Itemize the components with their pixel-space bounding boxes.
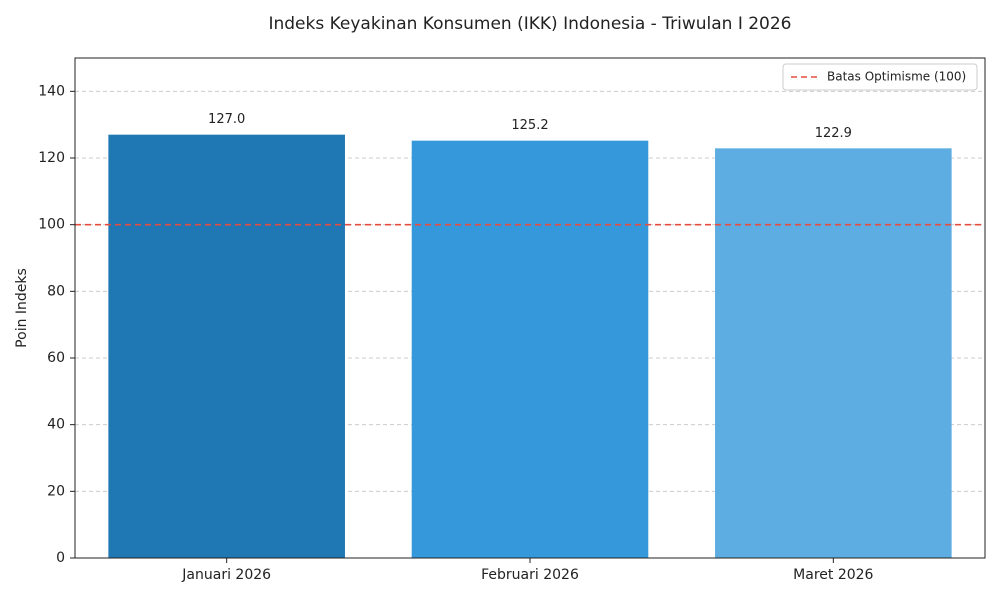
- x-tick-label: Januari 2026: [181, 567, 271, 583]
- y-tick-label: 140: [38, 83, 65, 99]
- y-tick-label: 120: [38, 150, 65, 166]
- legend-label: Batas Optimisme (100): [827, 70, 966, 84]
- value-label: 127.0: [208, 112, 245, 127]
- y-tick-label: 100: [38, 217, 65, 233]
- bar: [715, 148, 952, 559]
- value-label: 125.2: [511, 118, 548, 133]
- y-tick-label: 60: [47, 350, 65, 366]
- bar: [411, 140, 649, 558]
- y-axis-label: Poin Indeks: [14, 268, 30, 348]
- y-tick-label: 20: [47, 483, 65, 499]
- y-tick-label: 0: [56, 550, 65, 566]
- plot-frame: [74, 57, 986, 559]
- y-tick-label: 40: [47, 417, 65, 433]
- value-label: 122.9: [815, 126, 852, 141]
- x-tick-label: Februari 2026: [481, 567, 579, 583]
- y-tick-label: 80: [47, 283, 65, 299]
- legend-box: [782, 63, 978, 91]
- bar: [108, 134, 345, 558]
- x-tick-label: Maret 2026: [793, 567, 873, 583]
- chart-title: Indeks Keyakinan Konsumen (IKK) Indonesi…: [268, 14, 791, 34]
